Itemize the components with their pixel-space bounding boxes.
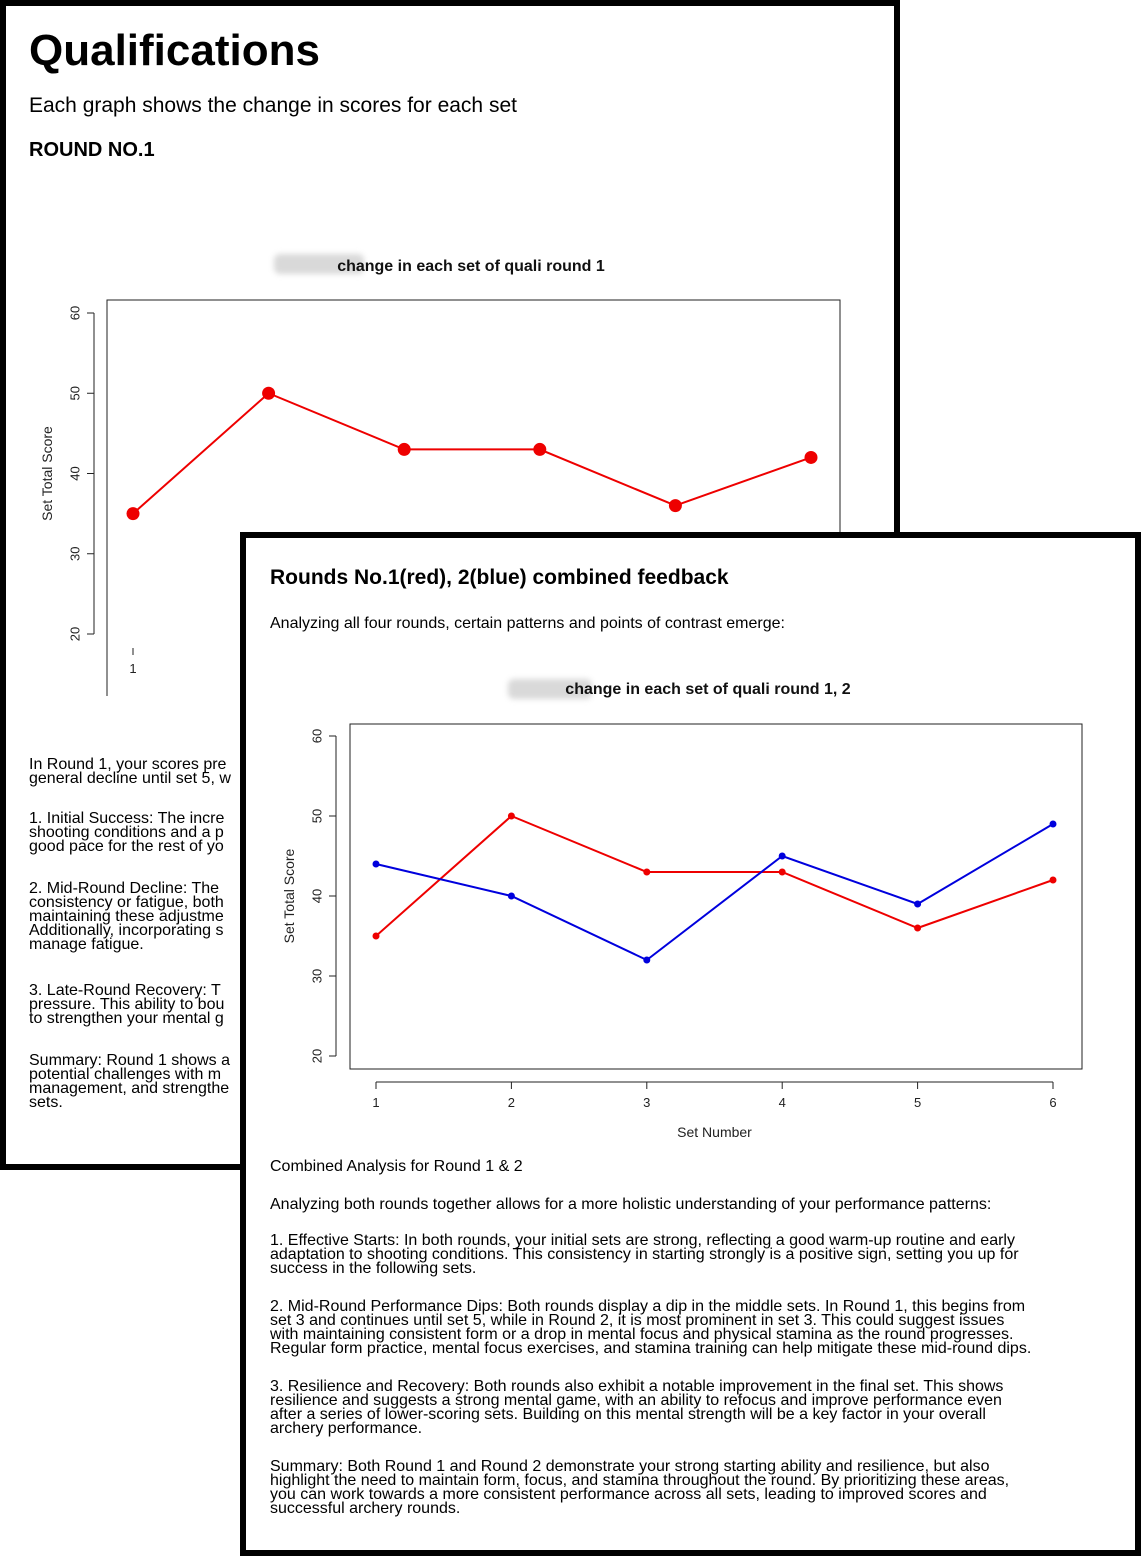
combined-title: Rounds No.1(red), 2(blue) combined feedb… <box>270 566 729 589</box>
combined-chart: change in each set of quali round 1, 2 20… <box>281 681 1083 1140</box>
series-line <box>132 392 812 515</box>
feedback-paragraph: 1. Effective Starts: In both rounds, you… <box>270 1232 1019 1277</box>
y-tick-label: 50 <box>67 386 82 400</box>
paragraph-line: 1. Effective Starts: In both rounds, you… <box>270 1232 1015 1249</box>
series-line <box>375 814 1054 937</box>
data-point <box>126 507 140 521</box>
data-point <box>1049 820 1057 828</box>
x-tick-label: 2 <box>508 1095 515 1110</box>
paragraph-line: set 3 and continues until set 5, while i… <box>270 1312 1005 1329</box>
chart-title: change in each set of quali round 1, 2 <box>565 681 850 698</box>
y-axis-label: Set Total Score <box>39 426 55 521</box>
x-tick-label: 5 <box>914 1095 921 1110</box>
data-point <box>778 868 786 876</box>
x-tick-label: 6 <box>1049 1095 1056 1110</box>
y-tick-label: 60 <box>309 729 324 743</box>
paragraph-line: management, and strengthe <box>29 1080 230 1097</box>
round-label: ROUND NO.1 <box>29 139 155 161</box>
x-tick-label: 3 <box>643 1095 650 1110</box>
paragraph-line: success in the following sets. <box>270 1260 477 1277</box>
data-point <box>507 812 515 820</box>
paragraph-line: with maintaining consistent form or a dr… <box>270 1326 1014 1343</box>
feedback-paragraph: 1. Initial Success: The incre shooting co… <box>29 810 225 855</box>
feedback-paragraph: 3. Resilience and Recovery: Both rounds … <box>270 1378 1004 1437</box>
paragraph-line: Summary: Round 1 shows a <box>29 1052 230 1069</box>
page-title: Qualifications <box>29 26 320 75</box>
paragraph-line: maintaining these adjustme <box>29 908 224 925</box>
paragraph-line: Regular form practice, mental focus exer… <box>270 1340 1032 1357</box>
x-tick-label: 1 <box>129 661 136 676</box>
paragraph-line: consistency or fatigue, both <box>29 894 224 911</box>
data-point <box>643 868 651 876</box>
paragraph-line: shooting conditions and a p <box>29 824 224 841</box>
page-subtitle: Each graph shows the change in scores fo… <box>29 94 517 117</box>
data-point <box>914 924 922 932</box>
paragraph-line: pressure. This ability to bou <box>29 996 225 1013</box>
paragraph-line: to strengthen your mental g <box>29 1010 224 1027</box>
y-tick-label: 60 <box>67 306 82 320</box>
feedback-paragraph: In Round 1, your scores pre general decli… <box>29 756 231 787</box>
redacted-name <box>508 679 592 699</box>
data-point <box>372 860 380 868</box>
paragraph-line: Additionally, incorporating s <box>29 922 224 939</box>
paragraph-line: 2. Mid-Round Decline: The <box>29 880 220 897</box>
paragraph-line: In Round 1, your scores pre <box>29 756 227 773</box>
plot-frame <box>349 723 1083 1070</box>
paragraph-line: good pace for the rest of yo <box>29 838 224 855</box>
paragraph-line: potential challenges with m <box>29 1066 222 1083</box>
paragraph-line: adaptation to shooting conditions. This … <box>270 1246 1019 1263</box>
analysis-intro: Analyzing both rounds together allows fo… <box>270 1196 992 1213</box>
data-point <box>1049 876 1057 884</box>
paragraph-line: manage fatigue. <box>29 936 144 953</box>
x-tick-label: 4 <box>779 1095 786 1110</box>
paragraph-line: general decline until set 5, w <box>29 770 231 787</box>
feedback-paragraph: 2. Mid-Round Decline: The consistency or … <box>29 880 224 953</box>
series-line <box>375 823 1054 962</box>
x-axis-label: Set Number <box>677 1124 752 1140</box>
redacted-name <box>274 254 364 274</box>
data-point <box>804 450 818 464</box>
combined-intro: Analyzing all four rounds, certain patte… <box>270 615 785 632</box>
data-point <box>262 386 276 400</box>
x-tick-label: 1 <box>372 1095 379 1110</box>
paragraph-line: 3. Resilience and Recovery: Both rounds … <box>270 1378 1004 1395</box>
data-point <box>372 932 380 940</box>
plot-frame <box>106 299 841 696</box>
chart-title: change in each set of quali round 1 <box>337 258 605 275</box>
y-tick-label: 30 <box>67 547 82 561</box>
paragraph-line: 3. Late-Round Recovery: T <box>29 982 221 999</box>
data-point <box>533 442 547 456</box>
paragraph-line: 1. Initial Success: The incre <box>29 810 225 827</box>
combined-feedback-page: Rounds No.1(red), 2(blue) combined feedb… <box>240 532 1141 1556</box>
y-axis-label: Set Total Score <box>281 848 297 943</box>
y-tick-label: 30 <box>309 969 324 983</box>
paragraph-line: after a series of lower-scoring sets. Bu… <box>270 1406 986 1423</box>
data-point <box>507 892 515 900</box>
y-tick-label: 20 <box>67 627 82 641</box>
paragraph-line: archery performance. <box>270 1420 423 1437</box>
data-point <box>643 956 651 964</box>
data-point <box>397 442 411 456</box>
paragraph-line: you can work towards a more consistent p… <box>270 1486 987 1503</box>
round1-chart: change in each set of quali round 1 20 30 4… <box>39 258 841 696</box>
paragraph-line: highlight the need to maintain form, foc… <box>270 1472 1010 1489</box>
data-point <box>668 499 682 513</box>
y-tick-label: 40 <box>309 889 324 903</box>
feedback-paragraph: 2. Mid-Round Performance Dips: Both roun… <box>270 1298 1032 1357</box>
data-point <box>914 900 922 908</box>
paragraph-line: resilience and suggests a strong mental … <box>270 1392 1002 1409</box>
data-point <box>778 852 786 860</box>
paragraph-line: sets. <box>29 1094 63 1111</box>
y-tick-label: 50 <box>309 809 324 823</box>
paragraph-line: successful archery rounds. <box>270 1500 461 1517</box>
paragraph-line: Summary: Both Round 1 and Round 2 demons… <box>270 1458 990 1475</box>
y-tick-label: 40 <box>67 466 82 480</box>
y-tick-label: 20 <box>309 1049 324 1063</box>
feedback-paragraph: Summary: Both Round 1 and Round 2 demons… <box>270 1458 1010 1517</box>
feedback-paragraph: Summary: Round 1 shows a potential challe… <box>29 1052 230 1111</box>
analysis-heading: Combined Analysis for Round 1 & 2 <box>270 1158 523 1175</box>
paragraph-line: 2. Mid-Round Performance Dips: Both roun… <box>270 1298 1026 1315</box>
